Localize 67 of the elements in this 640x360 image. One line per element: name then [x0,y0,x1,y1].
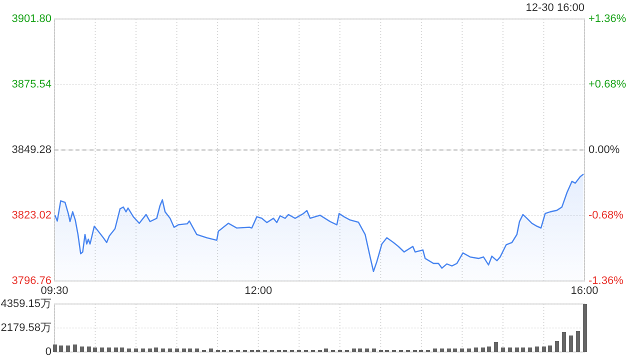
y-tick-label: 2179.58万 [0,322,52,334]
bar [460,348,464,352]
bar [352,348,356,352]
bar [93,348,97,352]
bar [195,348,199,352]
bar [53,344,57,352]
bar [494,342,498,352]
x-tick-label: 12:00 [244,285,272,297]
y-tick-label: 4359.15万 [0,298,52,310]
bar [87,346,91,352]
bar [120,348,124,352]
x-tick-label: 16:00 [570,285,598,297]
bar [100,348,104,352]
bar [107,348,111,352]
bar [134,348,138,352]
bar [569,335,573,352]
y-tick-label: 3823.02 [12,209,52,222]
bar [148,348,152,352]
bar [481,348,485,352]
bar [548,345,552,352]
bar [175,348,179,352]
bar [161,348,165,352]
bar [467,348,471,352]
bar [73,344,77,352]
y-tick-label: 3796.76 [12,274,52,287]
bar [358,348,362,352]
bar [80,346,84,352]
bar [515,348,519,352]
chart-subtitle: 12-30 16:00 [526,2,584,14]
bar [528,348,532,352]
bar [209,348,213,352]
bar [474,348,478,352]
bar [508,348,512,352]
y-tick-label: 3849.28 [12,144,52,156]
bar [555,340,559,352]
bar [440,348,444,352]
bar [127,348,131,352]
bar [487,346,491,352]
bar [141,348,145,352]
bar [501,348,505,352]
bar [562,332,566,352]
y2-tick-label: +0.68% [588,78,626,90]
bar [168,348,172,352]
bar [365,348,369,352]
bar [453,348,457,352]
bar [59,345,63,352]
y-tick-label: 3875.54 [12,78,52,90]
bar [182,348,186,352]
y-tick-label: 0 [45,346,52,358]
bar [188,348,192,352]
y2-tick-label: 0.00% [588,144,620,156]
x-tick-label: 09:30 [40,285,68,297]
bar [324,348,328,352]
bar [372,348,376,352]
bar [66,345,70,352]
bar [521,348,525,352]
bar [447,348,451,352]
y2-tick-label: -0.68% [588,209,624,222]
bar [576,331,580,352]
bar [433,348,437,352]
bar [114,348,118,352]
y2-tick-label: +1.36% [588,12,626,25]
bar [154,348,158,352]
bar [535,346,539,352]
y2-tick-label: -1.36% [588,274,624,287]
y-tick-label: 3901.80 [12,12,52,25]
bar [542,346,546,352]
